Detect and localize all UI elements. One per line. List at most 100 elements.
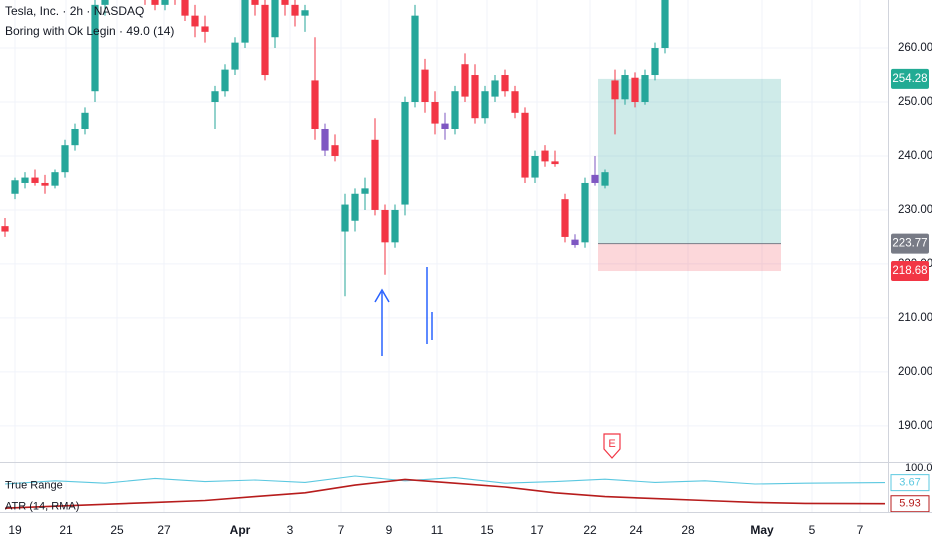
candle-body — [641, 75, 649, 103]
grid — [0, 0, 888, 512]
candle-body — [621, 75, 629, 100]
earnings-label: E — [608, 438, 615, 450]
candle-body — [341, 204, 349, 232]
x-tick-label: 21 — [59, 523, 73, 537]
candle-body — [351, 193, 359, 221]
indicator-name: ATR (14, RMA) — [5, 501, 79, 513]
candle-body — [471, 75, 479, 119]
candle-body — [601, 172, 609, 186]
candle-body — [571, 239, 579, 246]
candle-body — [461, 64, 469, 97]
candle-body — [611, 80, 619, 100]
candle-body — [31, 177, 39, 183]
candle-body — [231, 42, 239, 70]
x-tick-label: 24 — [629, 523, 643, 537]
candle-body — [181, 0, 189, 16]
candle-body — [551, 161, 559, 165]
candle-body — [371, 139, 379, 210]
candle-body — [331, 145, 339, 156]
x-tick-label: 28 — [681, 523, 695, 537]
candle-body — [441, 123, 449, 129]
candle-body — [361, 188, 369, 194]
axes: 190.00200.00210.00220.00230.00240.00250.… — [8, 42, 932, 537]
y-tick-label: 240.00 — [898, 150, 932, 162]
candle-body — [71, 128, 79, 146]
candle-body — [221, 69, 229, 92]
candle-body — [561, 199, 569, 237]
candle-body — [161, 0, 169, 5]
candle-body — [11, 180, 19, 194]
candle-body — [271, 0, 279, 38]
earnings-marker[interactable]: E — [603, 433, 621, 459]
candle-body — [251, 0, 259, 5]
indicator-badge-label: 5.93 — [899, 498, 920, 510]
candle-body — [201, 26, 209, 32]
candle-body — [191, 15, 199, 27]
candle-body — [41, 182, 49, 186]
y-tick-label: 190.00 — [898, 420, 932, 432]
candle-body — [431, 102, 439, 124]
stop-badge-label: 218.68 — [892, 265, 927, 277]
candle-body — [311, 80, 319, 129]
y-tick-label: 200.00 — [898, 366, 932, 378]
candle-body — [421, 69, 429, 103]
candle-body — [411, 15, 419, 103]
candle-body — [491, 80, 499, 97]
candles — [1, 0, 669, 297]
x-tick-label: May — [750, 523, 774, 537]
indicator-badge-label: 3.67 — [899, 477, 920, 489]
indicator-title: Boring with Ok Legin · 49.0 (14) — [5, 24, 174, 38]
candle-body — [501, 75, 509, 92]
x-tick-label: 25 — [110, 523, 124, 537]
target-badge-label: 254.28 — [892, 73, 927, 85]
candle-body — [321, 128, 329, 151]
x-tick-label: 7 — [338, 523, 345, 537]
candle-body — [101, 0, 109, 5]
x-tick-label: Apr — [230, 523, 251, 537]
stop-badge — [891, 261, 929, 282]
candle-body — [391, 209, 399, 243]
x-tick-label: 19 — [8, 523, 22, 537]
candle-body — [291, 4, 299, 16]
candle-body — [511, 91, 519, 113]
candle-body — [631, 77, 639, 103]
indicator-badge — [890, 495, 930, 513]
candle-body — [531, 155, 539, 178]
x-tick-label: 17 — [530, 523, 544, 537]
arrow-drawing — [374, 267, 433, 356]
indicator-pane: True Range ATR (14, RMA) — [4, 475, 886, 513]
x-tick-label: 15 — [480, 523, 494, 537]
candle-body — [581, 182, 589, 243]
candle-body — [151, 0, 159, 5]
y-tick-label: 260.00 — [898, 42, 932, 54]
x-tick-label: 9 — [386, 523, 393, 537]
indicator-line — [4, 475, 886, 485]
candle-body — [281, 0, 289, 5]
candle-body — [481, 91, 489, 119]
indicator-badge — [890, 474, 930, 492]
target-badge — [891, 68, 929, 89]
candle-body — [401, 102, 409, 205]
candle-body — [301, 10, 309, 16]
x-tick-label: 22 — [583, 523, 597, 537]
x-tick-label: 7 — [857, 523, 864, 537]
x-tick-label: 3 — [287, 523, 294, 537]
candle-body — [651, 48, 659, 76]
candle-body — [261, 4, 269, 76]
x-tick-label: 27 — [157, 523, 171, 537]
y-tick-label: 210.00 — [898, 312, 932, 324]
candle-body — [211, 91, 219, 103]
candle-body — [81, 112, 89, 129]
candle-body — [661, 0, 669, 49]
target-zone — [598, 78, 781, 244]
candle-body — [241, 0, 249, 43]
candle-body — [51, 172, 59, 186]
x-tick-label: 11 — [431, 523, 444, 537]
indicator-line — [4, 478, 886, 509]
indicator-scale-label: 100.00 — [905, 462, 932, 474]
stop-zone — [598, 243, 781, 272]
candle-body — [541, 150, 549, 162]
candle-body — [381, 209, 389, 243]
